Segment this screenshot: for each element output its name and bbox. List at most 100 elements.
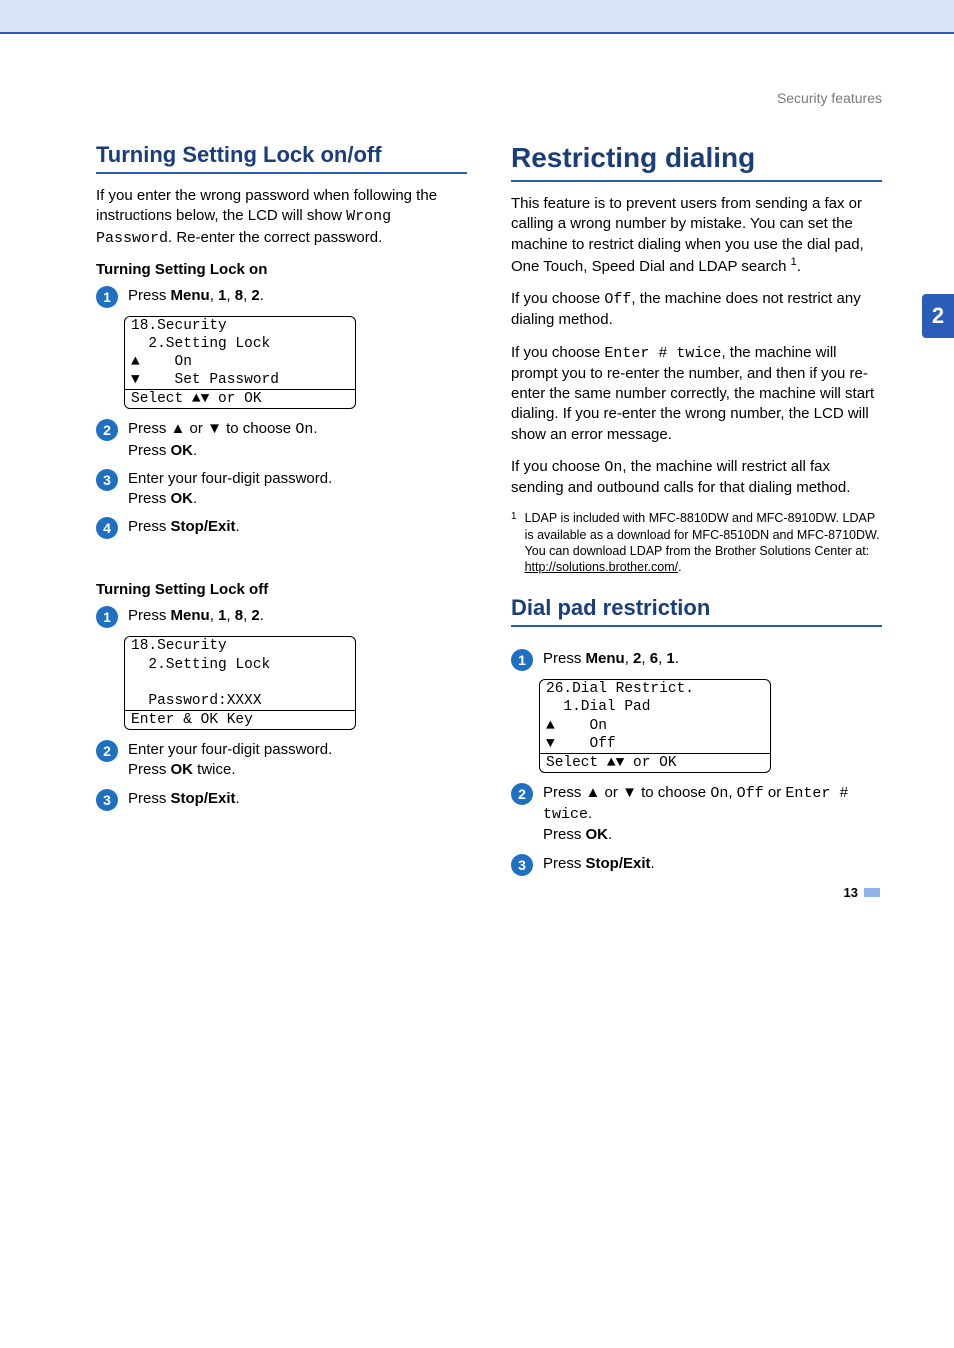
key-label: OK bbox=[586, 826, 609, 843]
step-1: 1 Press Menu, 1, 8, 2. bbox=[96, 606, 467, 628]
text: . bbox=[675, 650, 679, 667]
key-label: 2 bbox=[251, 607, 259, 624]
lcd-line bbox=[125, 674, 355, 692]
mono-text: On bbox=[604, 459, 622, 476]
text: Press bbox=[543, 826, 586, 843]
lcd-line: ▲ On bbox=[540, 717, 770, 735]
text: . bbox=[588, 805, 592, 822]
page-number-text: 13 bbox=[844, 885, 858, 900]
up-arrow-icon: ▲ bbox=[171, 420, 186, 437]
text: to choose bbox=[222, 420, 295, 437]
key-label: Menu bbox=[171, 287, 210, 304]
section-title-restricting: Restricting dialing bbox=[511, 142, 882, 182]
key-label: 6 bbox=[650, 650, 658, 667]
breadcrumb: Security features bbox=[96, 90, 882, 106]
paragraph: This feature is to prevent users from se… bbox=[511, 194, 882, 277]
key-label: Stop/Exit bbox=[586, 855, 651, 872]
key-label: Stop/Exit bbox=[171, 790, 236, 807]
lcd-line: Enter & OK Key bbox=[125, 710, 355, 729]
step-3: 3 Press Stop/Exit. bbox=[96, 789, 467, 811]
paragraph: If you choose Off, the machine does not … bbox=[511, 289, 882, 331]
key-label: 2 bbox=[251, 287, 259, 304]
step-2: 2 Press ▲ or ▼ to choose On, Off or Ente… bbox=[511, 783, 882, 846]
step-text: Press Stop/Exit. bbox=[128, 517, 467, 537]
lcd-display: 18.Security 2.Setting Lock Password:XXXX… bbox=[124, 636, 356, 730]
section-title-dialpad: Dial pad restriction bbox=[511, 595, 882, 627]
lcd-line: 18.Security bbox=[125, 317, 355, 335]
mono-text: Enter # twice bbox=[604, 345, 721, 362]
text: or bbox=[185, 420, 207, 437]
step-badge-3: 3 bbox=[96, 469, 118, 491]
lcd-line: Select ▲▼ or OK bbox=[540, 753, 770, 772]
lcd-display: 26.Dial Restrict. 1.Dial Pad ▲ On ▼ Off … bbox=[539, 679, 771, 773]
text: . Re-enter the correct password. bbox=[168, 229, 382, 246]
step-text: Enter your four-digit password. Press OK… bbox=[128, 469, 467, 510]
lcd-line: 2.Setting Lock bbox=[125, 335, 355, 353]
key-label: Menu bbox=[586, 650, 625, 667]
lcd-line: 2.Setting Lock bbox=[125, 656, 355, 674]
text: Press bbox=[543, 650, 586, 667]
text: . bbox=[608, 826, 612, 843]
text: Enter your four-digit password. bbox=[128, 741, 332, 758]
text: , bbox=[210, 287, 218, 304]
text: . bbox=[260, 607, 264, 624]
up-arrow-icon: ▲ bbox=[586, 784, 601, 801]
lcd-display: 18.Security 2.Setting Lock ▲ On ▼ Set Pa… bbox=[124, 316, 356, 410]
step-badge-2: 2 bbox=[511, 783, 533, 805]
step-text: Press Stop/Exit. bbox=[543, 854, 882, 874]
right-column: Restricting dialing This feature is to p… bbox=[511, 142, 882, 884]
text: Press bbox=[128, 607, 171, 624]
step-text: Press Menu, 1, 8, 2. bbox=[128, 286, 467, 306]
text: , bbox=[226, 287, 234, 304]
lcd-line: Password:XXXX bbox=[125, 692, 355, 710]
page-number: 13 bbox=[844, 885, 880, 900]
text: . bbox=[193, 442, 197, 459]
text: This feature is to prevent users from se… bbox=[511, 195, 864, 275]
key-label: Stop/Exit bbox=[171, 518, 236, 535]
left-column: Turning Setting Lock on/off If you enter… bbox=[96, 142, 467, 884]
top-bar bbox=[0, 0, 954, 34]
lcd-line: ▼ Set Password bbox=[125, 371, 355, 389]
step-badge-3: 3 bbox=[511, 854, 533, 876]
footnote-link[interactable]: http://solutions.brother.com/ bbox=[525, 560, 679, 574]
key-label: 8 bbox=[235, 287, 243, 304]
lcd-line: 1.Dial Pad bbox=[540, 698, 770, 716]
step-badge-3: 3 bbox=[96, 789, 118, 811]
section-title-setting-lock: Turning Setting Lock on/off bbox=[96, 142, 467, 174]
text: , bbox=[641, 650, 649, 667]
step-text: Press ▲ or ▼ to choose On, Off or Enter … bbox=[543, 783, 882, 846]
step-badge-1: 1 bbox=[511, 649, 533, 671]
step-text: Press Stop/Exit. bbox=[128, 789, 467, 809]
text: Press bbox=[128, 287, 171, 304]
text: . bbox=[236, 518, 240, 535]
text: Press bbox=[543, 784, 586, 801]
step-badge-4: 4 bbox=[96, 517, 118, 539]
subheading-lock-on: Turning Setting Lock on bbox=[96, 261, 467, 278]
text: or bbox=[764, 784, 786, 801]
down-arrow-icon: ▼ bbox=[622, 784, 637, 801]
mono-text: On bbox=[710, 785, 728, 802]
text: Press bbox=[128, 442, 171, 459]
lcd-line: 18.Security bbox=[125, 637, 355, 655]
text: . bbox=[260, 287, 264, 304]
text: . bbox=[797, 258, 801, 275]
text: , bbox=[728, 784, 736, 801]
paragraph: If you choose On, the machine will restr… bbox=[511, 457, 882, 499]
text: twice. bbox=[193, 761, 236, 778]
mono-text: Off bbox=[737, 785, 764, 802]
lcd-line: 26.Dial Restrict. bbox=[540, 680, 770, 698]
text: or bbox=[600, 784, 622, 801]
paragraph: If you choose Enter # twice, the machine… bbox=[511, 343, 882, 445]
text: , bbox=[625, 650, 633, 667]
key-label: OK bbox=[171, 442, 194, 459]
step-text: Press ▲ or ▼ to choose On. Press OK. bbox=[128, 419, 467, 461]
step-text: Enter your four-digit password. Press OK… bbox=[128, 740, 467, 781]
page: 2 Security features Turning Setting Lock… bbox=[0, 34, 954, 924]
mono-text: On bbox=[295, 421, 313, 438]
step-4: 4 Press Stop/Exit. bbox=[96, 517, 467, 539]
text: Enter your four-digit password. bbox=[128, 470, 332, 487]
text: If you choose bbox=[511, 458, 604, 475]
step-text: Press Menu, 1, 8, 2. bbox=[128, 606, 467, 626]
text: to choose bbox=[637, 784, 710, 801]
intro-paragraph: If you enter the wrong password when fol… bbox=[96, 186, 467, 249]
